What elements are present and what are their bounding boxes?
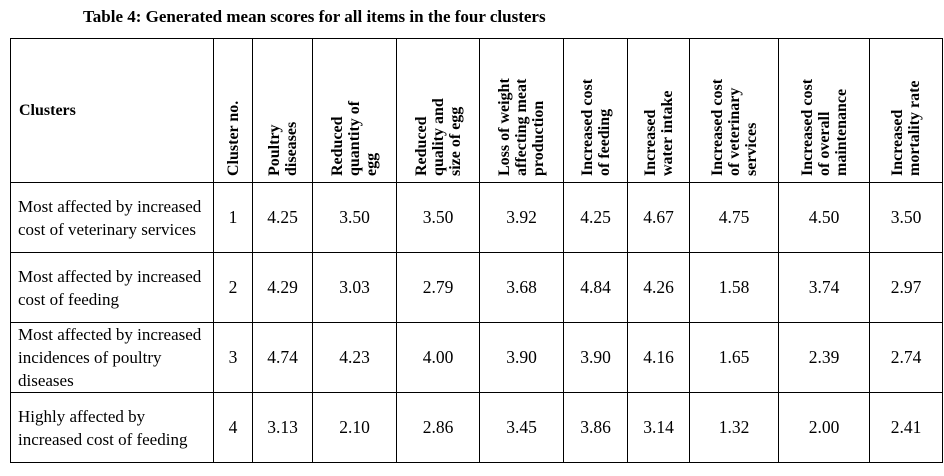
mean-score-cell: 2.41 [869,392,943,463]
column-header: Loss of weight affecting meat production [479,38,564,183]
table-row: Highly affected by increased cost of fee… [10,392,943,463]
mean-score-cell: 3.50 [312,182,397,253]
mean-score-cell: 4.25 [252,182,313,253]
mean-score-cell: 2.79 [396,252,480,323]
column-header-clusters: Clusters [10,38,214,183]
column-header: Increased water intake [627,38,690,183]
mean-score-cell: 2.74 [869,322,943,393]
column-header-label: Reduced quantity of egg [329,100,380,176]
mean-score-cell: 3.86 [563,392,628,463]
mean-score-cell: 3.68 [479,252,564,323]
column-header-label: Reduced quality and size of egg [412,98,464,176]
table-row: Most affected by increased incidences of… [10,322,943,393]
mean-score-cell: 4.84 [563,252,628,323]
column-header: Increased cost of veterinary services [689,38,779,183]
mean-score-cell: 2.10 [312,392,397,463]
cluster-description: Most affected by increased cost of feedi… [10,252,214,323]
column-header: Reduced quantity of egg [312,38,397,183]
column-header-label: Loss of weight affecting meat production [496,78,547,176]
mean-score-cell: 3.03 [312,252,397,323]
column-header-label: Increased mortality rate [889,80,923,176]
mean-score-cell: 1.32 [689,392,779,463]
mean-score-cell: 4.26 [627,252,690,323]
mean-score-cell: 1.58 [689,252,779,323]
mean-score-cell: 3.50 [869,182,943,253]
mean-score-cell: 3.92 [479,182,564,253]
mean-score-cell: 3.90 [479,322,564,393]
column-header: Cluster no. [213,38,253,183]
mean-score-cell: 4.50 [778,182,870,253]
mean-score-cell: 4.29 [252,252,313,323]
column-header-label: Increased cost of veterinary services [708,78,760,176]
mean-score-cell: 4.23 [312,322,397,393]
mean-score-cell: 2.86 [396,392,480,463]
column-header-label: Increased cost of overall maintenance [798,78,850,176]
mean-score-cell: 3.74 [778,252,870,323]
column-header: Reduced quality and size of egg [396,38,480,183]
mean-score-cell: 4.25 [563,182,628,253]
cluster-number: 4 [213,392,253,463]
cluster-description: Most affected by increased incidences of… [10,322,214,393]
column-header-label: Increased water intake [641,90,676,176]
mean-score-cell: 1.65 [689,322,779,393]
mean-scores-table: Clusters Cluster no. Poultry diseases Reduc… [10,38,943,463]
mean-score-cell: 4.16 [627,322,690,393]
cluster-description: Most affected by increased cost of veter… [10,182,214,253]
cluster-number: 3 [213,322,253,393]
column-header: Increased cost of feeding [563,38,628,183]
mean-score-cell: 4.00 [396,322,480,393]
column-header: Increased cost of overall maintenance [778,38,870,183]
mean-score-cell: 4.75 [689,182,779,253]
mean-score-cell: 2.39 [778,322,870,393]
mean-score-cell: 2.97 [869,252,943,323]
column-header: Poultry diseases [252,38,313,183]
mean-score-cell: 3.50 [396,182,480,253]
column-header: Increased mortality rate [869,38,943,183]
column-header-label: Cluster no. [224,100,242,176]
table-title: Table 4: Generated mean scores for all i… [83,7,546,26]
mean-score-cell: 3.90 [563,322,628,393]
mean-score-cell: 4.74 [252,322,313,393]
header-row: Clusters Cluster no. Poultry diseases Reduc… [10,38,943,183]
mean-score-cell: 3.45 [479,392,564,463]
mean-score-cell: 2.00 [778,392,870,463]
mean-score-cell: 4.67 [627,182,690,253]
table-row: Most affected by increased cost of veter… [10,182,943,253]
column-header-label: Poultry diseases [265,121,300,176]
cluster-number: 2 [213,252,253,323]
cluster-number: 1 [213,182,253,253]
table-row: Most affected by increased cost of feedi… [10,252,943,323]
column-header-label: Increased cost of feeding [578,78,613,176]
mean-score-cell: 3.13 [252,392,313,463]
mean-score-cell: 3.14 [627,392,690,463]
cluster-description: Highly affected by increased cost of fee… [10,392,214,463]
